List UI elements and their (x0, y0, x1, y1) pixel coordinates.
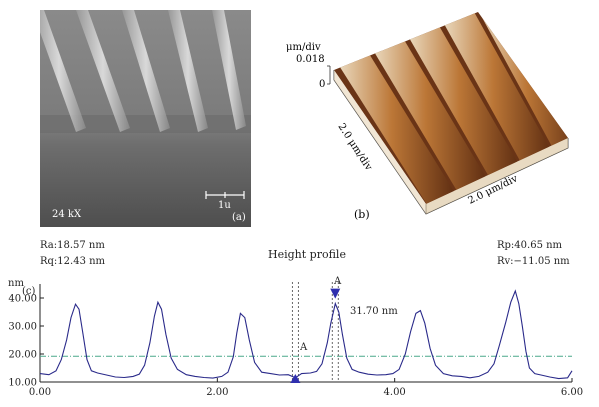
z-zero-label: 0 (319, 79, 325, 90)
magnification-label: 24 kX (52, 209, 82, 220)
afm-3d-image: μm/div 0.018 0 2.0 μm/div 2.0 μm/div (b) (268, 8, 588, 233)
y-tick-label: 10.00 (8, 378, 37, 389)
sem-image: 1u 24 kX (a) (40, 10, 251, 227)
rv-value: Rv:−11.05 nm (497, 256, 570, 267)
sem-micrograph: 1u 24 kX (a) (40, 10, 251, 227)
y-tick-label: 40.00 (8, 294, 37, 305)
y-tick-label: 30.00 (8, 322, 37, 333)
scale-bar-label: 1u (218, 200, 231, 211)
rp-value: Rp:40.65 nm (497, 240, 563, 251)
chart-ticks: 0.00 2.00 4.00 6.00 10.00 20.00 30.00 40.00 (8, 294, 583, 399)
marker-triangle-down (330, 288, 341, 299)
height-profile-chart: 0.00 2.00 4.00 6.00 10.00 20.00 30.00 40.00 Ra:… (0, 236, 599, 403)
profile-trace (39, 289, 573, 380)
y-unit-label: nm (8, 278, 24, 289)
x-tick-label: 4.00 (384, 387, 406, 398)
z-unit-label: μm/div (286, 42, 321, 53)
z-max-label: 0.018 (296, 54, 325, 65)
afm-stripes (338, 12, 568, 204)
marker-label-a-right: A (334, 276, 342, 287)
y-tick-label: 20.00 (8, 350, 37, 361)
x-tick-label: 0.00 (29, 387, 51, 398)
scale-bar (205, 191, 245, 199)
x-tick-label: 6.00 (561, 387, 583, 398)
peak-annotation: 31.70 nm (350, 306, 398, 317)
marker-label-a-left: A (300, 342, 308, 353)
afm-surface: μm/div 0.018 0 2.0 μm/div 2.0 μm/div (b) (286, 12, 569, 221)
panel-a-tag: (a) (232, 212, 246, 223)
panel-b-tag: (b) (354, 208, 370, 221)
marker-triangle-up (290, 374, 301, 383)
cursor-lines (291, 282, 339, 382)
sem-ridges (40, 10, 246, 132)
x-tick-label: 2.00 (206, 387, 228, 398)
ra-value: Ra:18.57 nm (40, 240, 105, 251)
cursor-markers (290, 288, 341, 383)
panel-c-tag: (c) (22, 286, 36, 297)
chart-title: Height profile (268, 248, 346, 261)
height-profile-svg: 0.00 2.00 4.00 6.00 10.00 20.00 30.00 40.00 (8, 282, 583, 399)
rq-value: Rq:12.43 nm (40, 256, 106, 267)
chart-axes (39, 284, 572, 383)
